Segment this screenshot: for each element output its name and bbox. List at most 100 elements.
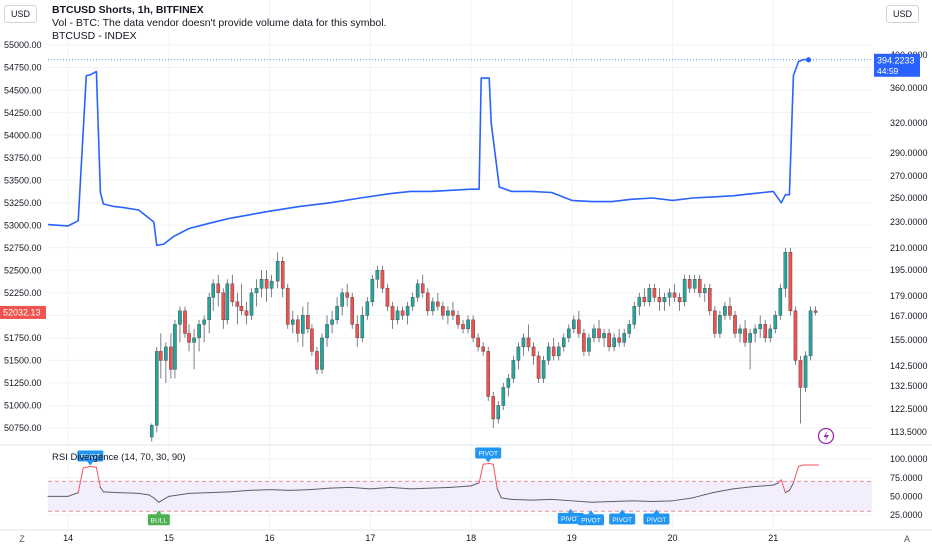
- candle-body: [642, 297, 647, 303]
- candle-body: [561, 337, 566, 348]
- candle-body: [572, 319, 576, 330]
- right-axis-tick-label: 142.5000: [890, 361, 928, 371]
- candle: [697, 274, 702, 298]
- candle-body: [330, 319, 334, 325]
- candle-body: [748, 333, 752, 343]
- candle-body: [521, 337, 526, 348]
- auto-scale-icon[interactable]: A: [904, 534, 910, 544]
- rsi-line-segment: [712, 488, 734, 494]
- candle-body: [577, 319, 581, 334]
- rsi-line-segment: [188, 492, 210, 494]
- right-unit-button[interactable]: USD: [886, 5, 920, 23]
- right-axis-tick-label: 155.0000: [890, 335, 928, 345]
- candle-body: [365, 301, 370, 316]
- time-scale[interactable]: 14 15 16 17 18 19 20 21: [63, 533, 778, 543]
- rsi-line-segment: [118, 492, 140, 494]
- zoom-reset-icon[interactable]: Z: [19, 534, 25, 544]
- pivot-label: PIVOT: [557, 508, 584, 524]
- alert-lightning-icon[interactable]: [817, 427, 835, 445]
- candle-body: [345, 292, 349, 298]
- candle: [551, 337, 556, 361]
- candle-body: [778, 288, 783, 316]
- candle: [526, 324, 531, 352]
- candle-body: [556, 346, 561, 357]
- candle-body: [375, 270, 380, 280]
- candle-body: [788, 252, 793, 312]
- badge-text: 394.2233: [877, 55, 915, 65]
- candle-body: [235, 301, 240, 307]
- candle-body: [622, 333, 626, 343]
- label-text: PIVOT: [478, 451, 498, 458]
- candle-body: [350, 297, 355, 325]
- rsi-line-segment: [531, 498, 553, 501]
- candle: [728, 297, 732, 320]
- rsi-line-segment: [349, 486, 371, 490]
- candle-body: [702, 288, 707, 294]
- label-text: BULL: [151, 518, 168, 525]
- candle-body: [496, 405, 501, 420]
- candle: [481, 342, 485, 356]
- candle: [285, 283, 290, 329]
- rsi-line-segment: [492, 463, 498, 490]
- candle: [723, 301, 727, 320]
- pivot-label: PIVOT: [643, 509, 670, 525]
- candle-body: [582, 333, 586, 352]
- rsi-line-segment: [228, 489, 250, 493]
- candle: [637, 292, 642, 316]
- rsi-line-segment: [77, 467, 84, 494]
- left-price-scale[interactable]: 50750.00 51000.00 51250.00 51500.00 51750.00…: [4, 40, 42, 433]
- candle-body: [511, 360, 516, 379]
- candle: [541, 355, 546, 383]
- candle: [425, 288, 430, 316]
- candle: [577, 310, 581, 338]
- candle: [466, 315, 470, 334]
- candle-body: [159, 351, 163, 361]
- rsi-scale[interactable]: 25.0000 50.0000 75.0000 100.0000: [890, 454, 928, 520]
- candle: [798, 355, 803, 424]
- candle-body: [486, 351, 491, 397]
- rsi-axis-tick-label: 100.0000: [890, 454, 928, 464]
- candle: [264, 270, 269, 302]
- label-pointer: [485, 458, 492, 463]
- left-unit-button[interactable]: USD: [4, 5, 38, 23]
- candle: [546, 342, 551, 365]
- candle: [225, 279, 230, 325]
- candle: [662, 292, 667, 311]
- rsi-line-segment: [788, 482, 794, 491]
- index-legend[interactable]: BTCUSD - INDEX: [52, 30, 137, 42]
- rsi-line-segment: [168, 492, 190, 497]
- candle-body: [395, 310, 400, 321]
- right-axis-tick-label: 230.0000: [890, 217, 928, 227]
- candle-body: [743, 328, 747, 343]
- rsi-indicator-label[interactable]: RSI Divergence (14, 70, 30, 90): [52, 452, 186, 463]
- candle-body: [254, 288, 259, 294]
- candle: [173, 319, 177, 379]
- candle-body: [441, 306, 445, 316]
- candle: [436, 292, 440, 311]
- candle: [702, 283, 707, 302]
- pivot-label: PIVOT: [609, 509, 636, 525]
- rsi-line-segment: [248, 489, 271, 491]
- candle-body: [211, 283, 216, 298]
- volume-legend[interactable]: Vol - BTC: The data vendor doesn't provi…: [52, 17, 387, 29]
- candle-body: [808, 310, 813, 357]
- candle-body: [230, 283, 235, 303]
- candle: [269, 274, 274, 298]
- candle-body: [708, 288, 712, 312]
- candle-body: [637, 297, 642, 307]
- label-box: [557, 512, 584, 524]
- label-pointer: [619, 509, 626, 514]
- candle: [652, 283, 657, 302]
- chart-title[interactable]: BTCUSD Shorts, 1h, BITFINEX: [52, 4, 204, 16]
- rsi-line-segment: [329, 486, 351, 489]
- candle: [461, 319, 465, 334]
- time-axis-tick-label: 15: [164, 533, 174, 543]
- right-axis-tick-label: 132.5000: [890, 381, 928, 391]
- candle: [501, 382, 506, 410]
- pivot-label: PIVOT: [77, 450, 104, 466]
- candle: [390, 301, 395, 329]
